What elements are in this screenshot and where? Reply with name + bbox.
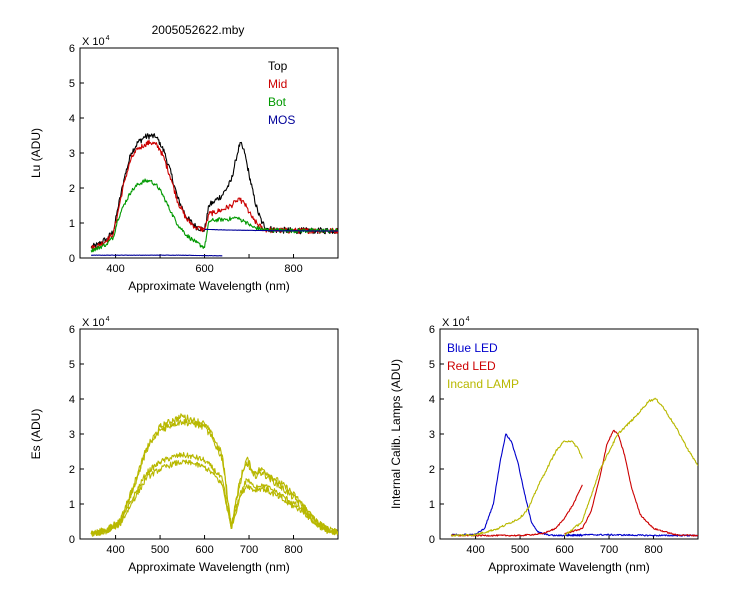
y-tick-label: 5	[69, 78, 75, 90]
y-exponent-label: X 10	[82, 36, 105, 48]
x-tick-label: 500	[151, 544, 169, 556]
y-tick-label: 5	[429, 359, 435, 371]
y-tick-label: 4	[69, 394, 75, 406]
y-tick-label: 2	[69, 183, 75, 195]
x-tick-label: 600	[555, 544, 573, 556]
series-line-red-led	[450, 429, 698, 537]
x-tick-label: 700	[240, 544, 258, 556]
y-tick-label: 2	[429, 464, 435, 476]
y-tick-label: 3	[69, 429, 75, 441]
y-axis-label: Es (ADU)	[29, 409, 43, 460]
y-tick-label: 1	[69, 218, 75, 230]
y-tick-label: 4	[429, 394, 435, 406]
x-axis-label: Approximate Wavelength (nm)	[488, 560, 650, 574]
y-tick-label: 0	[69, 534, 75, 546]
series-line-2	[90, 418, 338, 536]
x-tick-label: 800	[644, 544, 662, 556]
y-exponent-label: X 10	[82, 317, 105, 329]
x-tick-label: 700	[600, 544, 618, 556]
y-tick-label: 0	[429, 534, 435, 546]
y-tick-label: 3	[69, 148, 75, 160]
y-tick-label: 2	[69, 464, 75, 476]
y-axis-label: Lu (ADU)	[29, 128, 43, 178]
y-tick-label: 5	[69, 359, 75, 371]
x-tick-label: 400	[466, 544, 484, 556]
legend-entry: Top	[268, 59, 288, 73]
series-group	[90, 133, 338, 257]
x-tick-label: 500	[511, 544, 529, 556]
legend-entry: Mid	[268, 77, 287, 91]
series-line-bot	[90, 178, 338, 253]
legend-entry: Red LED	[447, 359, 496, 373]
y-tick-label: 6	[69, 324, 75, 336]
x-tick-label: 400	[106, 544, 124, 556]
y-exponent-label: X 10	[442, 317, 465, 329]
x-tick-label: 800	[284, 544, 302, 556]
plot-frame	[79, 47, 339, 259]
y-tick-label: 1	[69, 499, 75, 511]
x-tick-label: 600	[195, 263, 213, 275]
x-tick-label: 600	[195, 544, 213, 556]
legend-entry: MOS	[268, 113, 295, 127]
series-line-incand-lamp	[450, 397, 698, 537]
series-group	[90, 413, 338, 537]
series-line-3	[90, 451, 338, 537]
y-tick-label: 4	[69, 113, 75, 125]
y-tick-label: 3	[429, 429, 435, 441]
y-axis-label: Internal Calib. Lamps (ADU)	[389, 359, 403, 509]
x-tick-label: 800	[284, 263, 302, 275]
legend-entry: Incand LAMP	[447, 377, 519, 391]
y-exponent-power: 4	[106, 35, 110, 42]
y-tick-label: 1	[429, 499, 435, 511]
series-line-mos	[91, 228, 338, 257]
series-line-blue-led	[450, 433, 698, 537]
y-exponent-power: 4	[106, 316, 110, 323]
figure-title: 2005052622.mby	[152, 23, 245, 37]
y-tick-label: 6	[69, 43, 75, 55]
y-exponent-power: 4	[466, 316, 470, 323]
legend-entry: Bot	[268, 95, 287, 109]
legend-entry: Blue LED	[447, 341, 498, 355]
x-tick-label: 400	[106, 263, 124, 275]
y-tick-label: 6	[429, 324, 435, 336]
x-axis-label: Approximate Wavelength (nm)	[128, 560, 290, 574]
y-tick-label: 0	[69, 253, 75, 265]
series-group	[450, 397, 698, 537]
series-line-4	[90, 459, 338, 536]
x-axis-label: Approximate Wavelength (nm)	[128, 279, 290, 293]
